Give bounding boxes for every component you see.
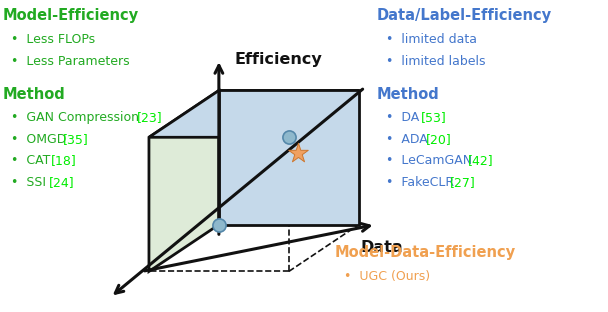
Text: •  ADA: • ADA [386, 133, 432, 146]
Text: [18]: [18] [50, 154, 76, 168]
Text: •  CAT: • CAT [11, 154, 54, 168]
Text: Data: Data [361, 240, 403, 255]
Text: [27]: [27] [450, 176, 475, 189]
Point [293, 150, 303, 155]
Text: •  OMGD: • OMGD [11, 133, 71, 146]
Text: [23]: [23] [137, 111, 162, 124]
Text: [20]: [20] [426, 133, 451, 146]
Text: •  LeCamGAN: • LeCamGAN [386, 154, 476, 168]
Text: Method: Method [3, 87, 66, 102]
Text: [35]: [35] [63, 133, 88, 146]
Text: Model-Efficiency: Model-Efficiency [3, 8, 139, 23]
Text: •  Less Parameters: • Less Parameters [11, 55, 130, 68]
Text: Method: Method [377, 87, 440, 102]
Text: •  limited labels: • limited labels [386, 55, 486, 68]
Text: [53]: [53] [421, 111, 446, 124]
Text: •  UGC (Ours): • UGC (Ours) [344, 270, 430, 283]
Text: •  DA: • DA [386, 111, 423, 124]
Text: Efficiency: Efficiency [234, 52, 322, 67]
Text: •  FakeCLR: • FakeCLR [386, 176, 458, 189]
Text: [42]: [42] [468, 154, 494, 168]
Text: Model: Model [78, 310, 131, 312]
Text: •  Less FLOPs: • Less FLOPs [11, 33, 95, 46]
Polygon shape [219, 90, 359, 225]
Polygon shape [149, 90, 219, 271]
Text: •  limited data: • limited data [386, 33, 477, 46]
Text: •  SSI: • SSI [11, 176, 50, 189]
Text: Data/Label-Efficiency: Data/Label-Efficiency [377, 8, 552, 23]
Text: •  GAN Compression: • GAN Compression [11, 111, 143, 124]
Point [214, 222, 224, 227]
Polygon shape [149, 90, 359, 137]
Text: Model-Data-Efficiency: Model-Data-Efficiency [334, 245, 516, 260]
Text: [24]: [24] [49, 176, 74, 189]
Point [284, 135, 294, 140]
